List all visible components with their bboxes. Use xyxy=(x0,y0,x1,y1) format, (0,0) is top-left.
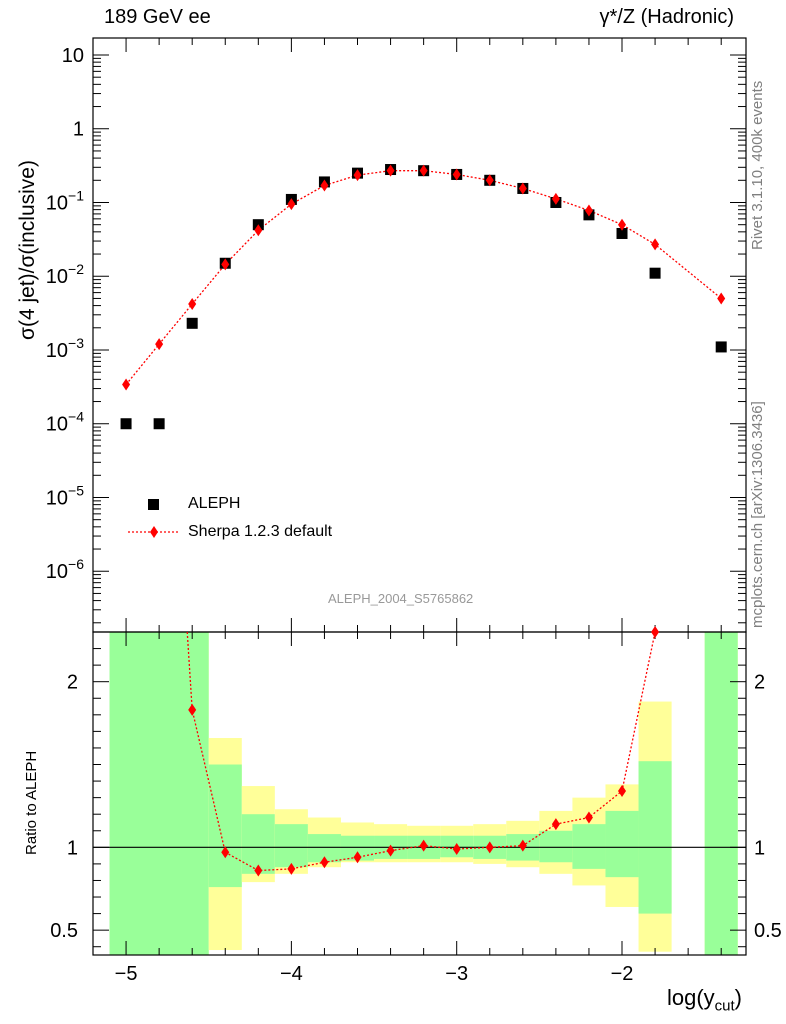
main-y-tick-label: 10−6 xyxy=(46,556,84,583)
legend-marker-aleph xyxy=(148,499,159,510)
mc-point xyxy=(618,218,627,231)
main-y-tick-label: 10 xyxy=(62,45,84,67)
mc-point xyxy=(717,292,726,305)
main-y-tick-label: 10−4 xyxy=(46,409,84,436)
main-plot-frame xyxy=(92,37,747,633)
x-tick-label: −2 xyxy=(611,963,634,985)
analysis-name: ALEPH_2004_S5765862 xyxy=(328,591,474,606)
ratio-band-inner-3 xyxy=(274,824,308,868)
x-tick-label: −4 xyxy=(280,963,303,985)
mc-point xyxy=(353,169,362,182)
mc-point xyxy=(155,338,164,351)
ratio-point xyxy=(254,864,263,877)
data-point xyxy=(616,227,628,239)
ratio-y-tick-label-right: 0.5 xyxy=(754,920,782,942)
ratio-point xyxy=(188,703,197,716)
ratio-y-tick-label: 0.5 xyxy=(50,920,78,942)
mc-point xyxy=(320,179,329,192)
mc-point xyxy=(452,168,461,181)
ratio-band-inner-14 xyxy=(638,761,672,914)
main-y-tick-label: 10−2 xyxy=(46,261,84,288)
ratio-point xyxy=(584,811,593,824)
data-point xyxy=(649,267,661,279)
ratio-point xyxy=(353,851,362,864)
x-axis-label: log(ycut) xyxy=(666,985,742,1015)
mc-point xyxy=(287,198,296,211)
rivet-info-label: Rivet 3.1.10, 400k events xyxy=(749,80,766,250)
mc-point xyxy=(386,164,395,177)
ratio-band-inner-11 xyxy=(539,830,573,863)
main-y-tick-label: 10−1 xyxy=(46,187,84,214)
ratio-point xyxy=(419,839,428,852)
x-tick-label: −3 xyxy=(445,963,468,985)
ratio-band-inner-0 xyxy=(109,632,209,955)
mc-point xyxy=(221,258,230,271)
ratio-point xyxy=(320,856,329,869)
mc-point xyxy=(518,182,527,195)
data-point xyxy=(186,317,198,329)
ratio-y-tick-label: 2 xyxy=(67,672,78,694)
ratio-point xyxy=(551,818,560,831)
ratio-point xyxy=(651,626,660,638)
mc-point xyxy=(122,378,131,391)
mc-point xyxy=(485,174,494,187)
main-y-axis-label: σ(4 jet)/σ(inclusive) xyxy=(16,160,39,340)
ratio-point xyxy=(618,785,627,798)
ratio-point xyxy=(518,839,527,852)
legend-entry-sherpa: Sherpa 1.2.3 default xyxy=(188,523,333,540)
ratio-point xyxy=(287,862,296,875)
main-y-tick-label: 10−5 xyxy=(46,482,84,509)
data-point xyxy=(715,341,727,353)
ratio-series-line xyxy=(186,631,656,872)
legend-marker-sherpa xyxy=(150,526,158,538)
ratio-band-inner-12 xyxy=(572,824,606,869)
data-point xyxy=(153,418,165,430)
left-title: 189 GeV ee xyxy=(104,6,211,28)
ratio-point xyxy=(452,842,461,855)
right-title: γ*/Z (Hadronic) xyxy=(599,6,734,28)
mc-point xyxy=(551,192,560,205)
mcplots-info-label: mcplots.cern.ch [arXiv:1306.3436] xyxy=(749,401,766,628)
mc-point xyxy=(584,204,593,217)
mc-point xyxy=(651,238,660,251)
ratio-y-tick-label: 1 xyxy=(67,837,78,859)
mc-series-line xyxy=(125,170,722,385)
data-point xyxy=(120,418,132,430)
legend-entry-aleph: ALEPH xyxy=(188,495,241,512)
ratio-y-tick-label-right: 1 xyxy=(754,837,765,859)
main-y-tick-label: 1 xyxy=(73,119,84,141)
x-tick-label: −5 xyxy=(115,963,138,985)
ratio-plot-frame xyxy=(92,631,747,956)
ratio-point xyxy=(386,844,395,857)
ratio-y-tick-label-right: 2 xyxy=(754,672,765,694)
ratio-band-inner-15 xyxy=(704,632,738,955)
mc-point xyxy=(188,298,197,311)
mc-point xyxy=(419,164,428,177)
ratio-bands xyxy=(109,632,738,955)
ratio-band-inner-1 xyxy=(208,764,242,888)
mc-point xyxy=(254,224,263,237)
main-y-tick-label: 10−3 xyxy=(46,335,84,362)
ratio-y-axis-label: Ratio to ALEPH xyxy=(23,750,40,855)
ratio-band-inner-13 xyxy=(605,810,639,878)
ratio-point xyxy=(221,846,230,859)
ratio-point xyxy=(485,841,494,854)
